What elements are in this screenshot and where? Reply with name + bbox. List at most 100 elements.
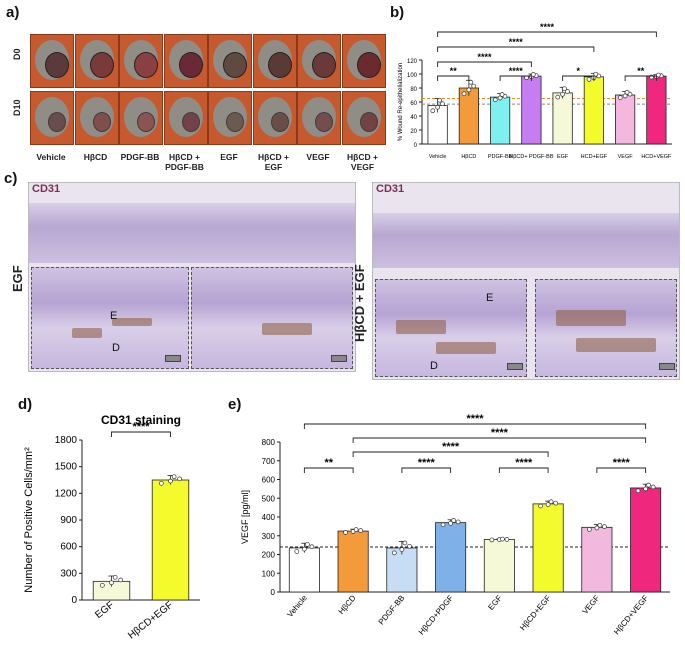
stain-label-cd31-right: CD31 [376,183,405,195]
data-point [548,499,554,505]
y-tick-label: 80 [410,87,417,93]
significance-label: **** [515,457,533,469]
histology-hbcd-egf-inset-2 [535,279,677,377]
y-tick-label: 300 [60,568,77,579]
y-tick-label: 120 [407,59,418,65]
wound-photo [163,34,208,88]
category-label: HCD+VEGF [641,154,672,160]
data-point [440,101,445,107]
histology-egf [28,182,356,372]
bar [458,87,479,145]
bar [521,75,542,145]
category-label: HβCD+PDGF [417,593,455,636]
bar [583,76,604,145]
data-point [553,500,559,506]
wound-photo [74,34,119,88]
significance-bracket [111,431,171,437]
category-label: HβCD [461,154,476,160]
y-axis-label: Number of Positive Cells/mm² [23,447,35,593]
wound-photo [30,91,74,145]
histology-egf-inset-2 [191,267,353,369]
data-point [399,547,405,552]
side-label-hbcd-egf: HβCD + EGF [352,264,367,342]
chart-title: CD31 staining [101,413,181,427]
significance-bracket [401,467,452,473]
data-point [100,582,105,588]
dermis-label-left: D [112,342,120,354]
panel-label-a: a) [6,4,20,21]
panel-label-e: e) [228,396,242,413]
column-label: VEGF [306,152,330,162]
significance-label: ** [637,66,645,76]
data-point [622,93,628,99]
category-label: HβCD+VEGF [612,593,650,636]
epidermis-label-left: E [110,310,118,322]
row-label-d0: D0 [12,48,22,60]
significance-bracket [596,467,647,473]
category-label: HβCD+ PDGF-BB [509,154,554,160]
category-label: EGF [93,600,116,621]
y-tick-label: 20 [410,129,417,135]
data-point [402,540,408,546]
column-label: Vehicle [36,152,66,162]
wound-photo [208,91,252,145]
significance-bracket [437,75,470,81]
bar [337,530,369,593]
y-tick-label: 600 [262,476,276,485]
wound-photo-grid [30,34,386,149]
y-tick-label: 1500 [55,462,78,473]
category-label: PDGF-BB [377,594,407,627]
column-label: EGF [220,152,238,162]
chart-cd31-staining: 0 300 600 900 1200 1500 1800 Number of Positive… [23,413,200,642]
bar [552,92,573,145]
panel-label-b: b) [390,4,405,21]
scale-bar [659,363,675,370]
y-axis-label: VEGF [pg/ml] [240,490,250,544]
data-point [593,71,599,77]
significance-bracket [437,61,532,67]
significance-bracket [437,46,595,52]
significance-bracket [562,75,595,81]
data-point [602,524,607,529]
data-point [597,522,603,528]
significance-label: * [576,66,580,76]
data-point [168,478,173,484]
category-label: HβCD+EGF [126,600,175,642]
data-point [430,108,436,114]
data-point [504,537,510,542]
wound-photo [30,34,74,88]
data-point [466,87,472,93]
significance-bracket [352,451,549,457]
wound-photo [163,91,208,145]
stain-label-cd31-left: CD31 [32,183,61,195]
y-tick-label: 100 [407,73,418,79]
wound-photo [119,91,163,145]
bar [386,547,418,593]
column-label: HβCD [83,152,108,162]
scale-bar [507,363,523,370]
data-point [492,97,498,103]
y-tick-label: 900 [60,515,77,526]
wound-photo [252,34,297,88]
data-point [171,474,177,480]
data-point [109,580,114,586]
category-label: EGF [486,593,504,611]
data-point [586,527,592,532]
y-tick-label: 600 [60,542,77,553]
significance-bracket [498,467,549,473]
data-point [594,525,600,531]
bar [532,503,564,593]
data-point [617,95,623,100]
data-point [538,503,543,509]
y-tick-label: 40 [410,115,417,121]
data-point [305,542,310,547]
column-label: PDGF-BB [120,152,160,162]
data-point [643,486,648,492]
data-point [343,530,348,535]
significance-label: **** [540,22,555,32]
histology-hbcd-egf [372,182,680,380]
data-point [437,97,442,103]
data-point [461,91,467,97]
bar [630,487,662,593]
data-point [440,522,446,528]
